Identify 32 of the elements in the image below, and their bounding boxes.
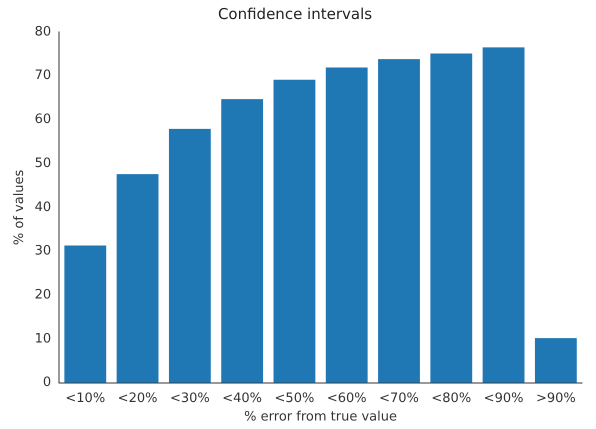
x-tick-label: <80% bbox=[431, 390, 472, 406]
x-tick-label: <70% bbox=[379, 390, 419, 406]
bar bbox=[326, 68, 368, 383]
x-axis-title: % error from true value bbox=[244, 410, 397, 425]
x-tick-label: >90% bbox=[536, 390, 576, 406]
y-tick-label: 30 bbox=[34, 244, 52, 259]
bar bbox=[168, 128, 211, 383]
y-tick-label: 0 bbox=[42, 375, 52, 390]
x-tick-label: <30% bbox=[170, 390, 210, 406]
bar bbox=[534, 338, 577, 383]
y-tick-label: 70 bbox=[34, 68, 52, 84]
y-tick-label: 40 bbox=[34, 200, 52, 215]
y-tick-label: 50 bbox=[34, 156, 52, 171]
x-tick-label: <40% bbox=[222, 390, 262, 406]
x-tick-label: <10% bbox=[65, 390, 106, 406]
bar bbox=[482, 47, 524, 383]
y-tick-label: 60 bbox=[34, 112, 52, 128]
chart-title: Confidence intervals bbox=[218, 4, 372, 23]
x-tick-label: <50% bbox=[274, 390, 314, 406]
bar bbox=[430, 53, 472, 383]
y-tick-label: 20 bbox=[34, 287, 52, 302]
bar bbox=[378, 59, 420, 383]
y-tick-label: 80 bbox=[34, 24, 52, 40]
y-axis-title: % of values bbox=[12, 169, 28, 246]
x-tick-label: <60% bbox=[326, 390, 367, 406]
bar bbox=[64, 246, 106, 383]
y-tick-label: 10 bbox=[34, 331, 52, 346]
bar bbox=[221, 99, 264, 383]
bar bbox=[274, 80, 316, 383]
x-tick-label: <90% bbox=[484, 390, 524, 406]
bar bbox=[116, 174, 158, 383]
x-tick-label: <20% bbox=[118, 390, 158, 406]
